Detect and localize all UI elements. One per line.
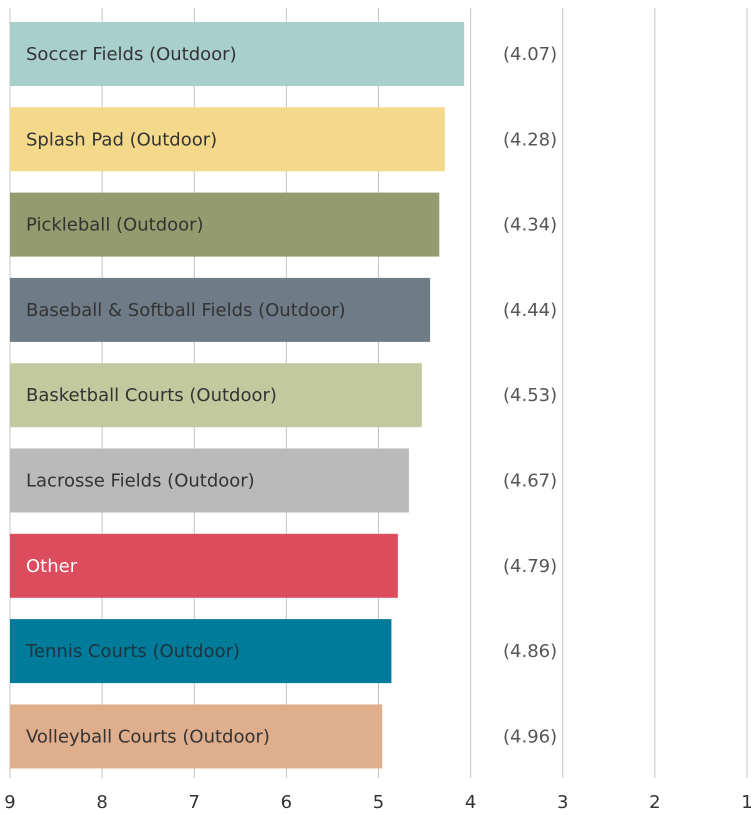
value-label: (4.07) [503, 44, 557, 65]
x-tick-label: 3 [557, 792, 568, 813]
x-tick-label: 9 [4, 792, 15, 813]
x-tick-label: 7 [189, 792, 200, 813]
value-label: (4.34) [503, 215, 557, 236]
x-tick-label: 4 [465, 792, 476, 813]
bar [10, 107, 445, 172]
bar [10, 22, 465, 86]
bar [10, 704, 383, 769]
bar [10, 363, 422, 428]
bar [10, 448, 409, 513]
x-tick-label: 5 [373, 792, 384, 813]
x-tick-label: 2 [649, 792, 660, 813]
bar [10, 619, 392, 684]
value-label: (4.53) [503, 385, 557, 406]
value-label: (4.79) [503, 556, 557, 577]
bar-label: Soccer Fields (Outdoor) [26, 44, 237, 65]
x-tick-label: 6 [281, 792, 292, 813]
bar [10, 277, 431, 342]
bar [10, 192, 440, 257]
x-tick-label: 1 [741, 792, 752, 813]
bar-label: Tennis Courts (Outdoor) [25, 641, 240, 662]
value-label: (4.67) [503, 471, 557, 492]
bar-label: Volleyball Courts (Outdoor) [26, 726, 270, 747]
value-label: (4.44) [503, 300, 557, 321]
x-tick-label: 8 [96, 792, 107, 813]
bar-label: Splash Pad (Outdoor) [26, 129, 217, 150]
bar-label: Pickleball (Outdoor) [26, 215, 204, 236]
bar-label: Basketball Courts (Outdoor) [26, 385, 277, 406]
bar [10, 533, 398, 598]
value-label: (4.86) [503, 641, 557, 662]
bar-label: Lacrosse Fields (Outdoor) [26, 471, 255, 492]
bar-label: Other [26, 556, 78, 577]
value-label: (4.96) [503, 726, 557, 747]
value-label: (4.28) [503, 129, 557, 150]
bar-label: Baseball & Softball Fields (Outdoor) [26, 300, 346, 321]
